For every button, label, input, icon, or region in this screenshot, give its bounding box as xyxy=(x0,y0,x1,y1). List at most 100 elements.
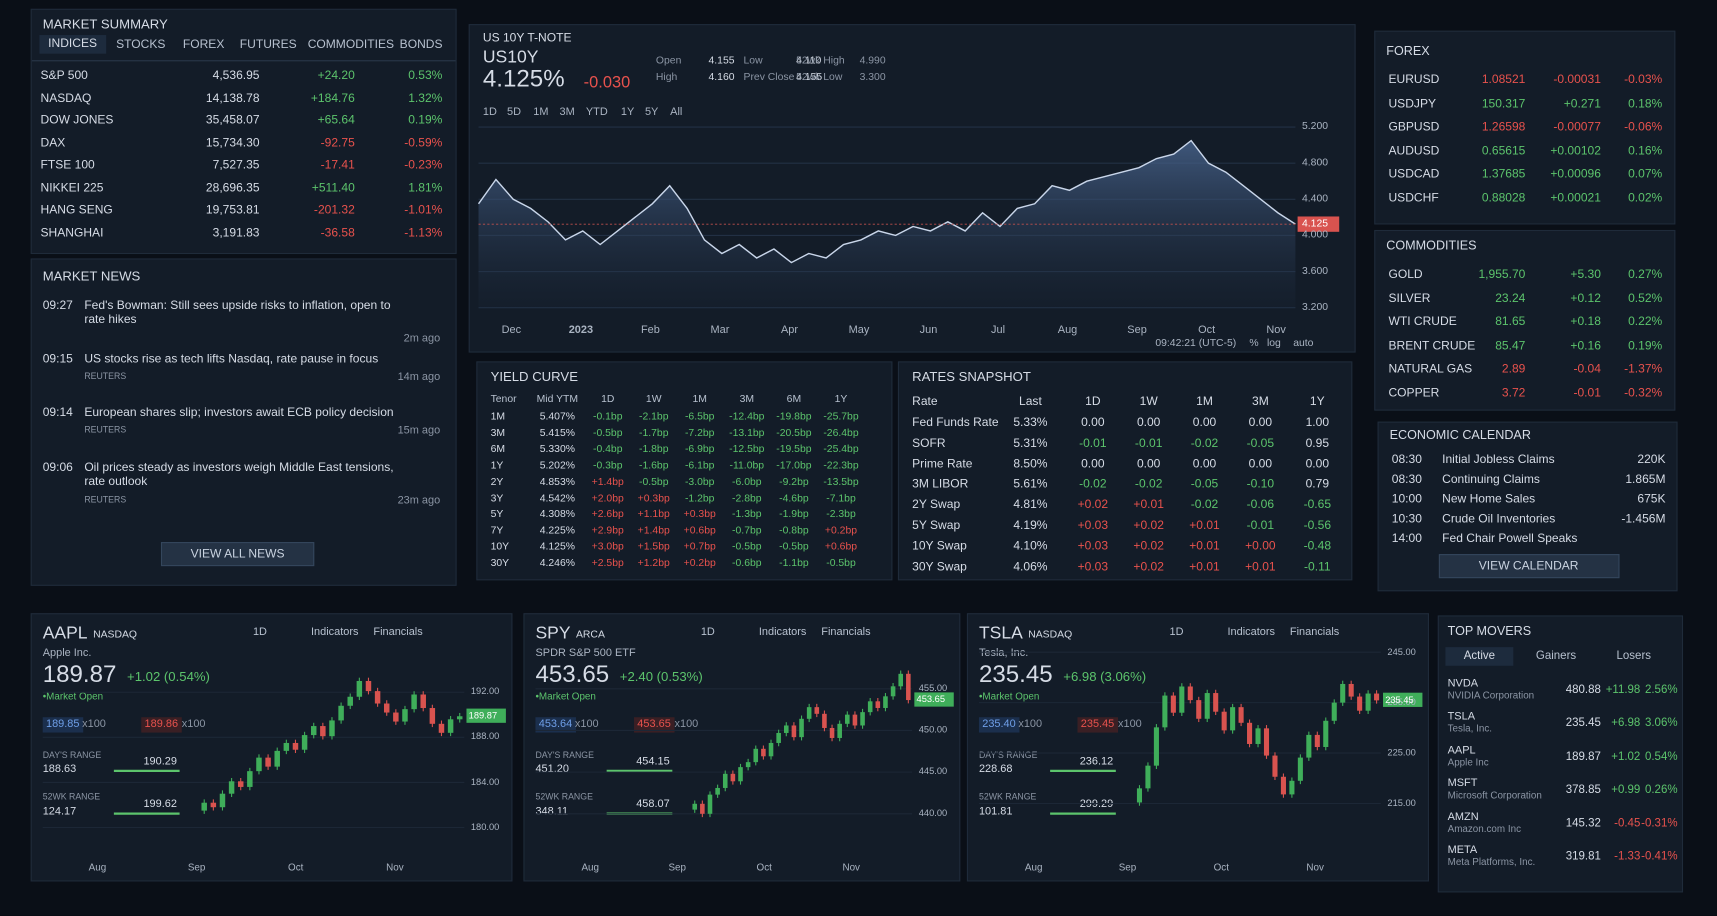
change-pct: 0.18% xyxy=(1628,96,1663,111)
tab[interactable]: FOREX xyxy=(182,38,225,52)
news-headline[interactable]: Oil prices steady as investors weigh Mid… xyxy=(84,461,394,489)
change: +0.12 xyxy=(1570,291,1601,305)
candle xyxy=(1238,707,1244,723)
panel-title: COMMODITIES xyxy=(1386,239,1477,253)
bp-change: -0.5bp xyxy=(826,557,856,570)
change-pct: 0.22% xyxy=(1628,315,1663,329)
candle xyxy=(1145,765,1151,789)
exchange: ARCA xyxy=(575,628,605,641)
toolbar-button[interactable]: Financials xyxy=(821,626,871,639)
bp-change: +1.4bp xyxy=(591,475,624,488)
mover-symbol[interactable]: MSFT xyxy=(1447,777,1478,790)
toolbar-button[interactable]: Indicators xyxy=(1227,626,1275,639)
market-status: Market Open xyxy=(979,691,1039,703)
stat-value: 3.300 xyxy=(859,71,886,84)
x-tick-label: Nov xyxy=(1306,861,1324,873)
mover-change: +6.98 xyxy=(1611,716,1641,730)
rates-snapshot-panel: RATES SNAPSHOT Rate Last 1D 1W 1M 3M 1Y Fed Fund… xyxy=(897,361,1353,581)
mover-symbol[interactable]: META xyxy=(1447,844,1478,857)
range-button[interactable]: 1M xyxy=(533,106,549,119)
bp-change: -13.5bp xyxy=(823,475,859,488)
candle xyxy=(1187,686,1193,701)
candle xyxy=(875,701,881,708)
tab[interactable]: BONDS xyxy=(399,38,443,52)
chart-footer[interactable]: % xyxy=(1249,337,1259,350)
chart-footer[interactable]: log xyxy=(1266,337,1281,350)
candle xyxy=(274,750,280,767)
stat-label: 52wk Low xyxy=(796,71,843,84)
candle xyxy=(1365,693,1371,711)
news-headline[interactable]: US stocks rise as tech lifts Nasdaq, rat… xyxy=(84,352,379,366)
rate-name: 10Y Swap xyxy=(912,539,967,553)
bp-change: -2.3bp xyxy=(826,508,856,521)
panel-title: TOP MOVERS xyxy=(1447,625,1532,639)
mover-price: 189.87 xyxy=(1565,749,1601,764)
toolbar-button[interactable]: 1D xyxy=(1169,626,1184,639)
tab[interactable]: COMMODITIES xyxy=(307,38,395,52)
tenor: 1Y xyxy=(490,459,504,472)
tab[interactable]: FUTURES xyxy=(239,38,297,52)
range-button[interactable]: 1D xyxy=(482,106,497,119)
candle xyxy=(1196,700,1202,719)
index-name: HANG SENG xyxy=(40,203,113,217)
button[interactable]: VIEW ALL NEWS xyxy=(160,542,315,567)
economic-calendar-panel: ECONOMIC CALENDAR 08:30 Initial Jobless Cl… xyxy=(1377,421,1678,592)
tab[interactable]: STOCKS xyxy=(116,38,166,52)
range-high: 454.15 xyxy=(636,755,670,768)
news-headline[interactable]: Fed's Bowman: Still sees upside risks to… xyxy=(84,298,391,327)
mover-change: +1.02 xyxy=(1611,749,1641,764)
last-price: 1.08521 xyxy=(1481,73,1526,87)
y-tick-label: 188.00 xyxy=(470,730,500,742)
column-header: 1Y xyxy=(834,393,848,406)
mover-symbol[interactable]: TSLA xyxy=(1447,711,1476,724)
mover-symbol[interactable]: AMZN xyxy=(1447,810,1479,824)
range-button[interactable]: 3M xyxy=(559,106,575,119)
rate-change: -0.02 xyxy=(1190,498,1219,512)
x-tick-label: Sep xyxy=(668,861,686,873)
stat-label: Open xyxy=(655,54,682,67)
tab[interactable]: Active xyxy=(1445,647,1514,666)
last-price: 2.89 xyxy=(1501,362,1526,376)
chart-footer[interactable]: auto xyxy=(1293,337,1314,350)
range-button[interactable]: 5D xyxy=(506,106,522,119)
range-button[interactable]: YTD xyxy=(585,106,608,119)
candle xyxy=(783,725,789,733)
tab[interactable]: Gainers xyxy=(1535,649,1577,663)
index-change: +511.40 xyxy=(311,181,355,195)
toolbar-button[interactable]: 1D xyxy=(700,626,715,639)
index-name: NASDAQ xyxy=(40,91,92,105)
y-tick-label: 192.00 xyxy=(470,685,500,697)
tab[interactable]: Losers xyxy=(1616,649,1652,663)
company-name: Tesla, Inc. xyxy=(978,647,1029,660)
toolbar-button[interactable]: Financials xyxy=(373,626,423,639)
toolbar-button[interactable]: Indicators xyxy=(310,626,359,639)
bp-change: -20.5bp xyxy=(776,426,812,439)
bp-change: -9.2bp xyxy=(779,475,809,488)
tab[interactable]: INDICES xyxy=(39,35,106,54)
toolbar-button[interactable]: Financials xyxy=(1289,626,1340,639)
rate-change: 0.95 xyxy=(1305,436,1330,450)
x-tick-label: Oct xyxy=(1213,861,1229,873)
event-name: Initial Jobless Claims xyxy=(1442,453,1555,467)
button[interactable]: VIEW CALENDAR xyxy=(1438,554,1619,579)
mover-name: NVIDIA Corporation xyxy=(1447,689,1535,701)
mover-symbol[interactable]: NVDA xyxy=(1447,677,1479,690)
range-button[interactable]: 5Y xyxy=(644,106,659,119)
index-price: 28,696.35 xyxy=(205,181,260,195)
candle xyxy=(365,680,372,692)
toolbar-button[interactable]: 1D xyxy=(252,626,267,639)
toolbar-button[interactable]: Indicators xyxy=(758,626,807,639)
candle xyxy=(283,742,290,751)
divider xyxy=(31,60,456,62)
candle xyxy=(447,719,454,733)
range-button[interactable]: All xyxy=(670,106,683,119)
stock-panel: AAPL NASDAQ 1D Indicators Financials Apple In… xyxy=(30,613,513,882)
mover-symbol[interactable]: AAPL xyxy=(1447,744,1476,757)
x-tick-label: Mar xyxy=(710,324,730,337)
range-button[interactable]: 1Y xyxy=(620,106,635,119)
news-headline[interactable]: European shares slip; investors await EC… xyxy=(84,406,394,420)
bp-change: -6.0bp xyxy=(732,475,762,488)
index-change: -36.58 xyxy=(320,226,355,240)
column-header: Tenor xyxy=(490,393,517,406)
index-name: DAX xyxy=(40,136,66,150)
